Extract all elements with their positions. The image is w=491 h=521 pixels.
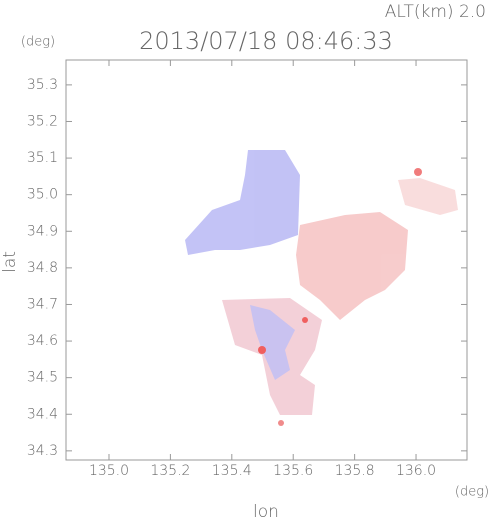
x-tick-label: 135.8 bbox=[335, 463, 375, 479]
y-tick-label: 34.6 bbox=[27, 333, 58, 349]
y-unit: (deg) bbox=[21, 35, 55, 50]
x-tick-label: 135.0 bbox=[89, 463, 129, 479]
y-tick-label: 34.4 bbox=[27, 406, 58, 422]
x-tick-label: 135.2 bbox=[150, 463, 190, 479]
echo-mixed-blue bbox=[250, 305, 295, 380]
echo-cell bbox=[302, 317, 308, 323]
x-tick-label: 136.0 bbox=[396, 463, 436, 479]
y-axis-label: lat bbox=[0, 251, 20, 273]
x-tick-label: 135.6 bbox=[273, 463, 313, 479]
x-unit: (deg) bbox=[455, 485, 489, 500]
y-tick-label: 34.3 bbox=[27, 443, 58, 459]
y-tick-label: 35.3 bbox=[27, 77, 58, 93]
echo-blue bbox=[185, 150, 300, 255]
echo-cell bbox=[258, 346, 266, 354]
y-tick-label: 35.2 bbox=[27, 113, 58, 129]
y-tick-label: 34.5 bbox=[27, 370, 58, 386]
y-tick-label: 35.1 bbox=[27, 150, 58, 166]
y-tick-label: 35.0 bbox=[27, 187, 58, 203]
echo-pink bbox=[296, 212, 408, 320]
chart-title: 2013/07/18 08:46:33 bbox=[139, 27, 393, 55]
echo-cell bbox=[414, 168, 422, 176]
altitude-label: ALT(km) 2.0 bbox=[385, 2, 486, 22]
plot-frame bbox=[65, 59, 468, 461]
x-axis-label: lon bbox=[253, 502, 279, 521]
y-tick-label: 34.7 bbox=[27, 296, 58, 312]
y-tick-label: 34.8 bbox=[27, 260, 58, 276]
x-tick-label: 135.4 bbox=[212, 463, 252, 479]
echo-regions bbox=[185, 150, 458, 426]
y-tick-label: 34.9 bbox=[27, 223, 58, 239]
echo-cell bbox=[278, 420, 284, 426]
echo-pink-east bbox=[398, 178, 458, 215]
